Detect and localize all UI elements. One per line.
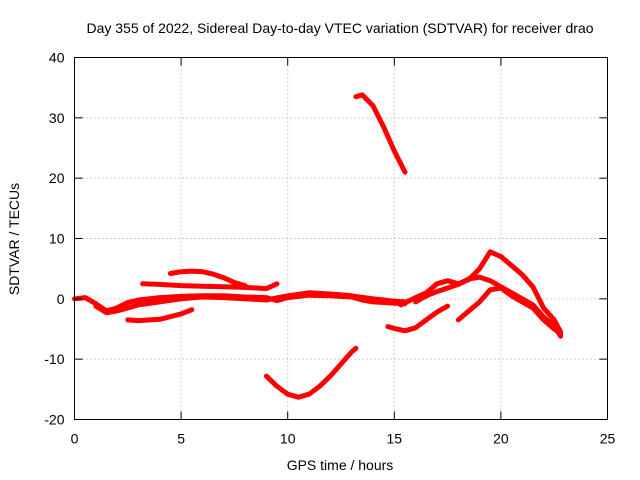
x-axis-label: GPS time / hours	[287, 457, 394, 473]
y-tick-label: 30	[49, 110, 65, 126]
series-line-arc-5	[167, 268, 248, 289]
series-line-arc-3	[125, 307, 195, 324]
x-tick-label: 15	[387, 431, 403, 447]
series-line-arc-11	[455, 285, 564, 337]
series-line-arc-7	[353, 92, 408, 175]
chart-title: Day 355 of 2022, Sidereal Day-to-day VTE…	[86, 20, 593, 36]
x-tick-label: 10	[280, 431, 296, 447]
series-line-arc-9	[398, 249, 564, 335]
y-axis-label: SDTVAR / TECUs	[6, 183, 22, 295]
x-tick-label: 0	[71, 431, 79, 447]
y-tick-label: -10	[44, 351, 64, 367]
y-tick-label: 0	[57, 291, 65, 307]
series-line-arc-6	[263, 345, 359, 400]
x-tick-label: 25	[600, 431, 616, 447]
y-tick-label: 10	[49, 231, 65, 247]
y-tick-label: 40	[49, 50, 65, 66]
x-tick-label: 20	[493, 431, 509, 447]
y-tick-label: 20	[49, 170, 65, 186]
x-tick-label: 5	[177, 431, 185, 447]
axis-ticks: 0 5 10 15 20 25 -20 -10 0 10 20 30 40	[44, 50, 615, 447]
y-tick-label: -20	[44, 412, 64, 428]
series-line-arc-2	[93, 290, 408, 316]
series-line-arc-4	[140, 281, 280, 292]
series-group	[72, 92, 564, 400]
series-line-arc-8	[385, 303, 451, 334]
